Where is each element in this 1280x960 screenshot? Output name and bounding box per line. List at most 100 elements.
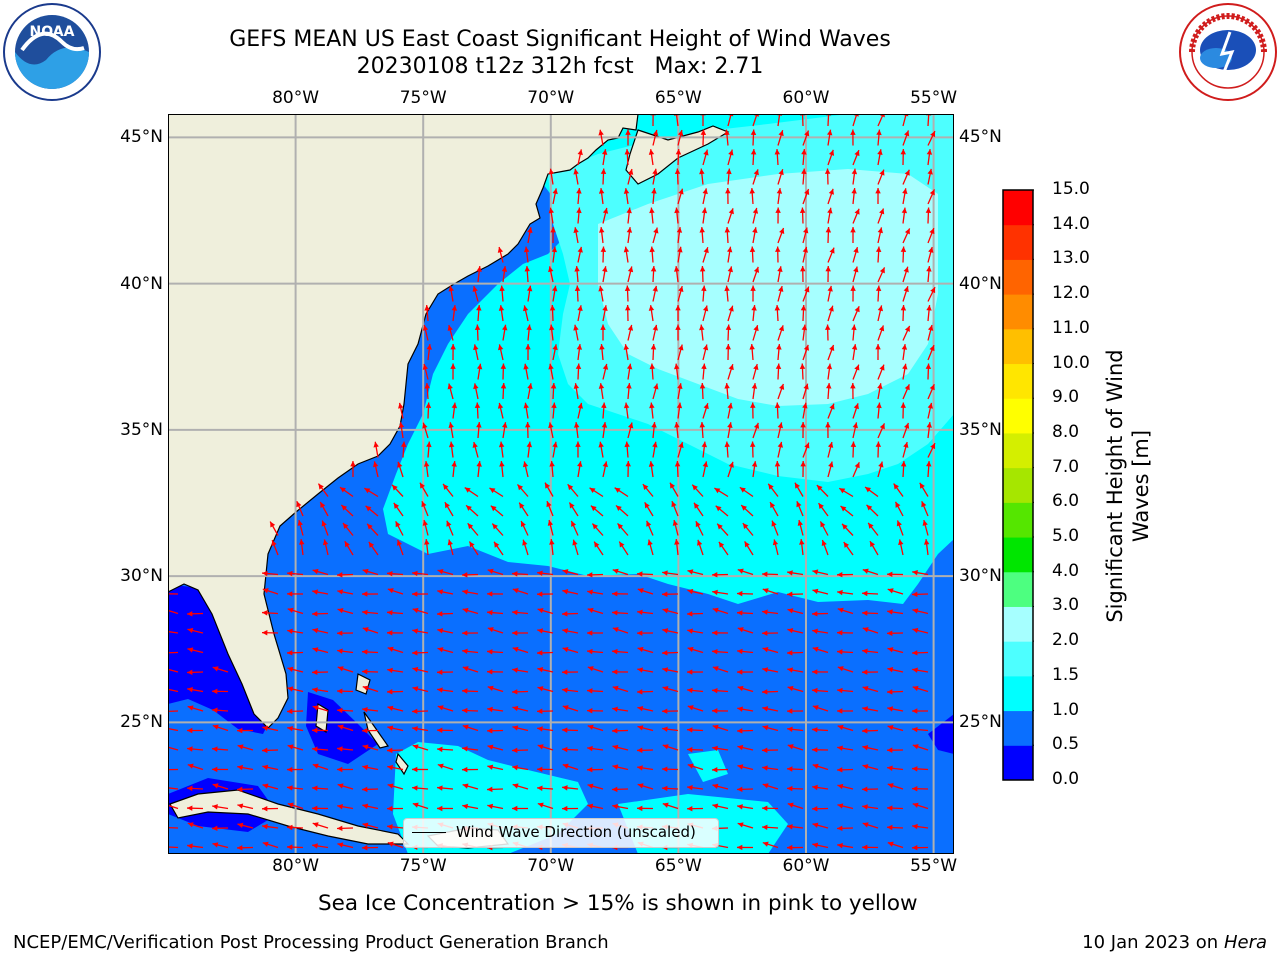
wind-arrow-head xyxy=(602,363,609,370)
wind-arrow-head xyxy=(262,841,269,847)
wind-arrow-head xyxy=(527,227,533,234)
wind-arrow-head xyxy=(751,461,758,467)
wind-arrow-head xyxy=(726,246,733,253)
wind-arrow-head xyxy=(762,765,768,771)
wind-arrow-head xyxy=(424,383,430,389)
wind-arrow-head xyxy=(876,129,882,136)
wind-arrow-head xyxy=(699,383,706,389)
wind-arrow-head xyxy=(926,461,932,467)
colorbar-tick-label: 15.0 xyxy=(1052,179,1090,199)
wind-arrow-head xyxy=(701,441,708,448)
wind-arrow-head xyxy=(551,402,557,409)
wind-arrow-head xyxy=(652,324,658,331)
colorbar-segment xyxy=(1003,259,1033,295)
lat-label-right: 30°N xyxy=(959,566,1002,587)
wind-arrow-head xyxy=(187,687,193,693)
noaa-logo: NOAA xyxy=(3,3,101,101)
wind-arrow-head xyxy=(662,726,668,732)
wind-arrow-head xyxy=(598,129,604,136)
wave-height-map xyxy=(168,114,954,854)
wind-arrow-head xyxy=(412,650,418,656)
wind-arrow-head xyxy=(577,402,583,409)
chart-subtitle: 20230108 t12z 312h fcst Max: 2.71 xyxy=(356,54,764,79)
wind-arrow-head xyxy=(494,541,500,548)
wind-arrow-head xyxy=(487,786,493,793)
wind-arrow-head xyxy=(487,568,494,575)
wind-arrow-head xyxy=(672,519,679,526)
wind-arrow-head xyxy=(437,805,443,812)
wind-arrow-head xyxy=(368,541,375,548)
wind-arrow-head xyxy=(362,685,369,691)
wind-arrow-head xyxy=(912,823,918,830)
wind-arrow-head xyxy=(587,630,593,636)
wind-arrow-head xyxy=(762,805,768,811)
wind-arrow-head xyxy=(921,501,927,508)
wind-arrow-head xyxy=(787,650,793,656)
wind-arrow-head xyxy=(677,383,683,389)
wind-arrow-head xyxy=(699,168,705,175)
wind-arrow-head xyxy=(362,727,368,734)
wind-arrow-head xyxy=(750,149,757,155)
wind-arrow-head xyxy=(262,764,269,771)
wind-arrow-head xyxy=(517,484,524,491)
wind-arrow-head xyxy=(548,168,555,175)
wind-arrow-head xyxy=(662,686,669,692)
wind-arrow-head xyxy=(612,803,618,810)
wind-arrow-head xyxy=(344,541,350,548)
wind-arrow-head xyxy=(724,285,730,292)
wind-arrow-head xyxy=(527,383,533,390)
wind-arrow-head xyxy=(853,266,859,273)
wind-arrow-head xyxy=(626,383,632,389)
wind-arrow-head xyxy=(678,188,684,195)
wind-arrow-head xyxy=(749,344,755,350)
wind-arrow-head xyxy=(912,844,918,851)
wind-arrow-head xyxy=(875,441,882,447)
wind-arrow-head xyxy=(912,685,919,692)
wind-arrow-head xyxy=(701,207,708,214)
wind-arrow-head xyxy=(337,803,343,810)
wind-arrow-head xyxy=(350,461,356,467)
wind-arrow-head xyxy=(687,727,693,733)
wind-arrow-head xyxy=(779,383,785,390)
wind-arrow-head xyxy=(877,227,883,234)
wind-arrow-head xyxy=(912,726,918,733)
wind-arrow-head xyxy=(725,344,731,350)
wind-arrow-head xyxy=(464,487,471,493)
wind-arrow-head xyxy=(837,843,843,849)
lon-label-top: 80°W xyxy=(272,88,320,108)
wind-arrow-head xyxy=(801,324,808,331)
wind-arrow-head xyxy=(462,589,469,595)
lat-label-right: 40°N xyxy=(959,273,1002,294)
wind-arrow-head xyxy=(774,461,781,467)
colorbar-tick-label: 0.0 xyxy=(1052,769,1080,789)
wind-arrow-head xyxy=(637,725,644,731)
lat-label-left: 30°N xyxy=(120,566,163,587)
wind-arrow-shaft xyxy=(927,114,930,127)
wind-arrow-head xyxy=(824,324,831,330)
wind-arrow-head xyxy=(437,763,444,769)
wind-arrow-head xyxy=(662,628,669,634)
wind-arrow-head xyxy=(423,461,430,467)
wind-arrow-head xyxy=(902,188,908,194)
wind-arrow-head xyxy=(741,505,748,511)
lat-label-left: 35°N xyxy=(120,419,163,440)
wind-arrow-head xyxy=(552,441,558,448)
wind-arrow-head xyxy=(487,764,494,770)
wind-arrow-head xyxy=(572,539,578,546)
wind-arrow-head xyxy=(752,227,758,233)
wind-arrow-head xyxy=(562,705,569,711)
wind-arrow-head xyxy=(737,728,743,734)
wind-arrow-head xyxy=(398,422,405,428)
wind-arrow-head xyxy=(930,287,936,294)
wind-arrow-head xyxy=(625,305,631,311)
wind-arrow-head xyxy=(737,786,743,793)
wind-arrow-head xyxy=(362,764,369,771)
wind-arrow-head xyxy=(799,539,805,545)
wind-arrow-head xyxy=(728,305,734,312)
wind-arrow-head xyxy=(498,441,505,448)
wind-arrow-head xyxy=(862,610,868,616)
wind-arrow-head xyxy=(816,485,823,491)
wind-arrow-head xyxy=(827,207,833,214)
wind-arrow-head xyxy=(762,667,769,673)
wind-arrow-head xyxy=(912,591,918,598)
